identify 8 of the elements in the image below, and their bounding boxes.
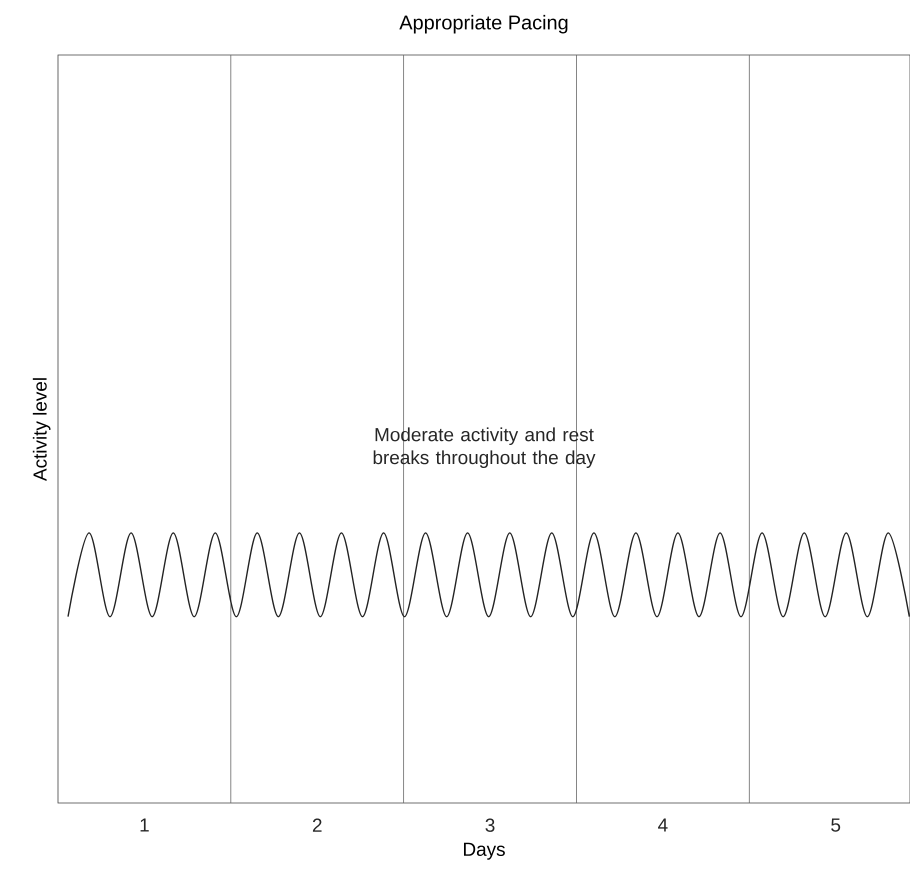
x-tick-label: 4 <box>658 818 668 832</box>
x-tick-label: 2 <box>312 818 322 832</box>
x-tick-label: 3 <box>486 818 494 832</box>
x-axis-title: Days <box>464 842 505 860</box>
x-tick-label: 1 <box>140 818 149 832</box>
x-tick-label: 5 <box>831 818 840 832</box>
chart-title: Appropriate Pacing <box>399 14 568 34</box>
y-axis-title: Activity level <box>32 378 50 482</box>
